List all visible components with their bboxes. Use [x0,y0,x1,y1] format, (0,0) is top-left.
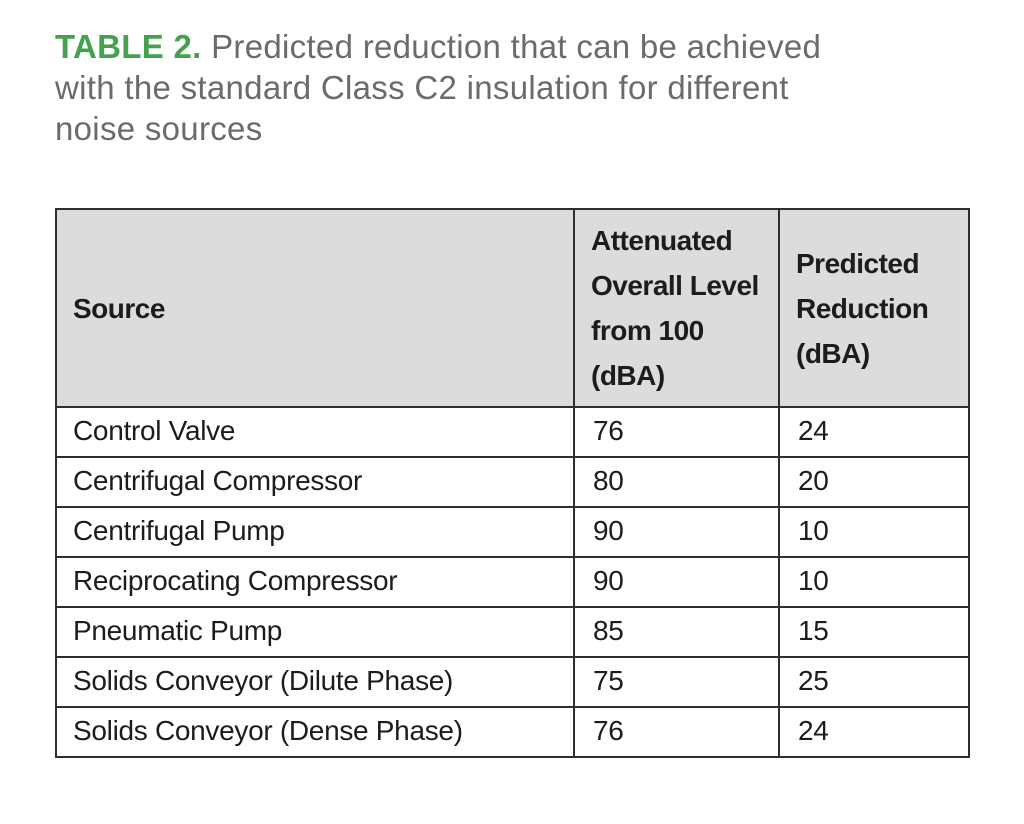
table-row: Solids Conveyor (Dense Phase) 76 24 [55,706,970,758]
cell-predicted-reduction: 24 [778,706,970,758]
cell-source: Reciprocating Compressor [55,556,575,608]
header-predicted-reduction: Predicted Reduction (dBA) [778,208,970,408]
table-row: Solids Conveyor (Dilute Phase) 75 25 [55,656,970,708]
cell-predicted-reduction: 10 [778,556,970,608]
cell-source: Pneumatic Pump [55,606,575,658]
caption-line-1: TABLE 2. Predicted reduction that can be… [55,26,955,67]
table-row: Centrifugal Compressor 80 20 [55,456,970,508]
table-caption: TABLE 2. Predicted reduction that can be… [55,26,955,149]
table-row: Reciprocating Compressor 90 10 [55,556,970,608]
table-row: Pneumatic Pump 85 15 [55,606,970,658]
cell-attenuated-level: 80 [573,456,780,508]
cell-attenuated-level: 76 [573,706,780,758]
cell-attenuated-level: 85 [573,606,780,658]
header-source: Source [55,208,575,408]
cell-source: Solids Conveyor (Dilute Phase) [55,656,575,708]
cell-predicted-reduction: 24 [778,406,970,458]
cell-source: Control Valve [55,406,575,458]
cell-predicted-reduction: 15 [778,606,970,658]
caption-line-3: noise sources [55,110,263,147]
cell-attenuated-level: 75 [573,656,780,708]
cell-attenuated-level: 90 [573,556,780,608]
cell-predicted-reduction: 20 [778,456,970,508]
table-header-row: Source Attenuated Overall Level from 100… [55,208,970,408]
cell-source: Centrifugal Compressor [55,456,575,508]
cell-attenuated-level: 76 [573,406,780,458]
header-attenuated-level: Attenuated Overall Level from 100 (dBA) [573,208,780,408]
table-row: Control Valve 76 24 [55,406,970,458]
cell-predicted-reduction: 25 [778,656,970,708]
noise-reduction-table: Source Attenuated Overall Level from 100… [55,208,970,758]
cell-source: Centrifugal Pump [55,506,575,558]
cell-predicted-reduction: 10 [778,506,970,558]
caption-line-2: with the standard Class C2 insulation fo… [55,69,789,106]
cell-source: Solids Conveyor (Dense Phase) [55,706,575,758]
caption-line-1-text: Predicted reduction that can be achieved [211,28,822,65]
table-row: Centrifugal Pump 90 10 [55,506,970,558]
table-number-label: TABLE 2. [55,28,202,65]
cell-attenuated-level: 90 [573,506,780,558]
